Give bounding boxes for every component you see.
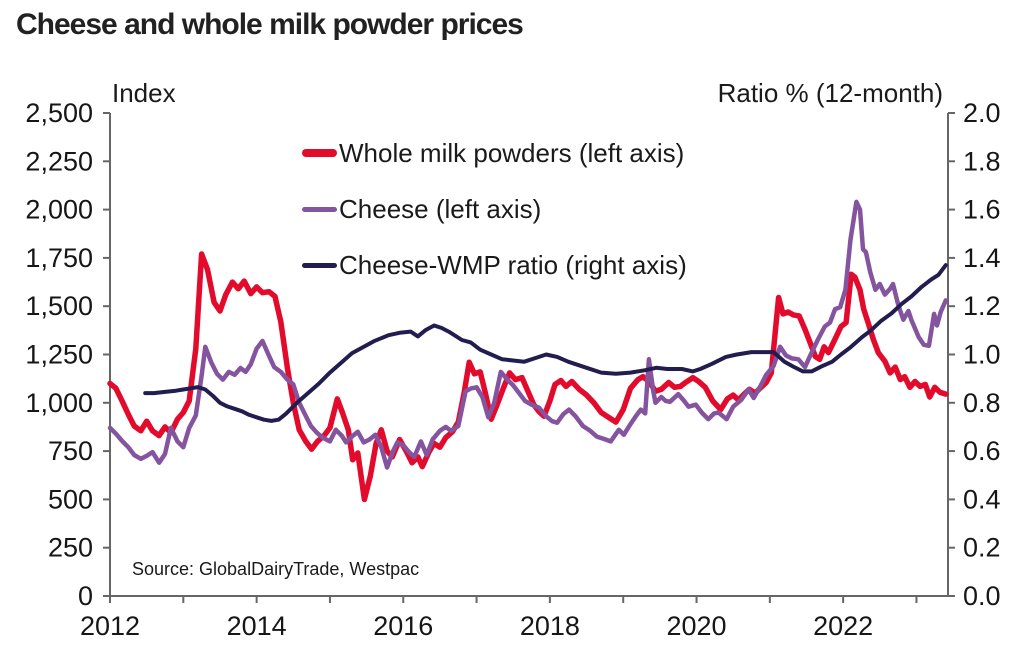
right-axis-tick-label: 1.0 [963, 340, 1001, 370]
left-axis-tick-label: 1,750 [25, 243, 93, 273]
left-axis-tick-label: 1,000 [25, 388, 93, 418]
left-axis-tick-label: 2,000 [25, 195, 93, 225]
right-axis-tick-label: 0.0 [963, 581, 1001, 611]
series-line-cheese [107, 199, 949, 470]
legend-label-cheese: Cheese (left axis) [339, 193, 542, 224]
left-axis-tick-label: 1,250 [25, 340, 93, 370]
right-axis-tick-label: 0.8 [963, 388, 1001, 418]
cheese-line-swatch-icon [302, 206, 337, 212]
x-axis-tick-label: 2012 [80, 611, 140, 641]
left-axis-tick-label: 750 [48, 436, 93, 466]
right-axis-tick-label: 1.6 [963, 195, 1001, 225]
left-axis-title: Index [112, 78, 176, 108]
right-axis-title: Ratio % (12-month) [717, 78, 943, 108]
source-note: Source: GlobalDairyTrade, Westpac [132, 559, 420, 579]
legend-label-ratio: Cheese-WMP ratio (right axis) [339, 249, 687, 280]
left-axis-tick-label: 1,500 [25, 291, 93, 321]
right-axis-tick-label: 2.0 [963, 98, 1001, 128]
legend-item-cheese-wmp-ratio: Cheese-WMP ratio (right axis) [302, 250, 687, 280]
x-axis-tick-label: 2014 [227, 611, 287, 641]
x-axis-tick-label: 2020 [666, 611, 726, 641]
right-axis-tick-label: 1.2 [963, 291, 1001, 321]
series-line-ratio [143, 263, 948, 423]
wmp-line-swatch-icon [302, 149, 337, 157]
x-axis-tick-label: 2018 [520, 611, 580, 641]
x-axis-tick-label: 2016 [373, 611, 433, 641]
right-axis-tick-label: 0.2 [963, 533, 1001, 563]
left-axis-tick-label: 0 [78, 581, 93, 611]
right-axis-tick-label: 1.8 [963, 146, 1001, 176]
left-axis-tick-label: 500 [48, 484, 93, 514]
left-axis-tick-label: 2,500 [25, 98, 93, 128]
right-axis-tick-label: 1.4 [963, 243, 1001, 273]
ratio-line-swatch-icon [302, 262, 337, 268]
legend-label-wmp: Whole milk powders (left axis) [339, 137, 685, 168]
right-axis-tick-label: 0.6 [963, 436, 1001, 466]
left-axis-tick-label: 250 [48, 533, 93, 563]
legend-item-cheese: Cheese (left axis) [302, 194, 541, 224]
right-axis-tick-label: 0.4 [963, 484, 1001, 514]
page-title: Cheese and whole milk powder prices [16, 8, 524, 41]
legend-item-whole-milk-powders: Whole milk powders (left axis) [302, 138, 684, 168]
x-axis-tick-label: 2022 [813, 611, 873, 641]
left-axis-tick-label: 2,250 [25, 146, 93, 176]
